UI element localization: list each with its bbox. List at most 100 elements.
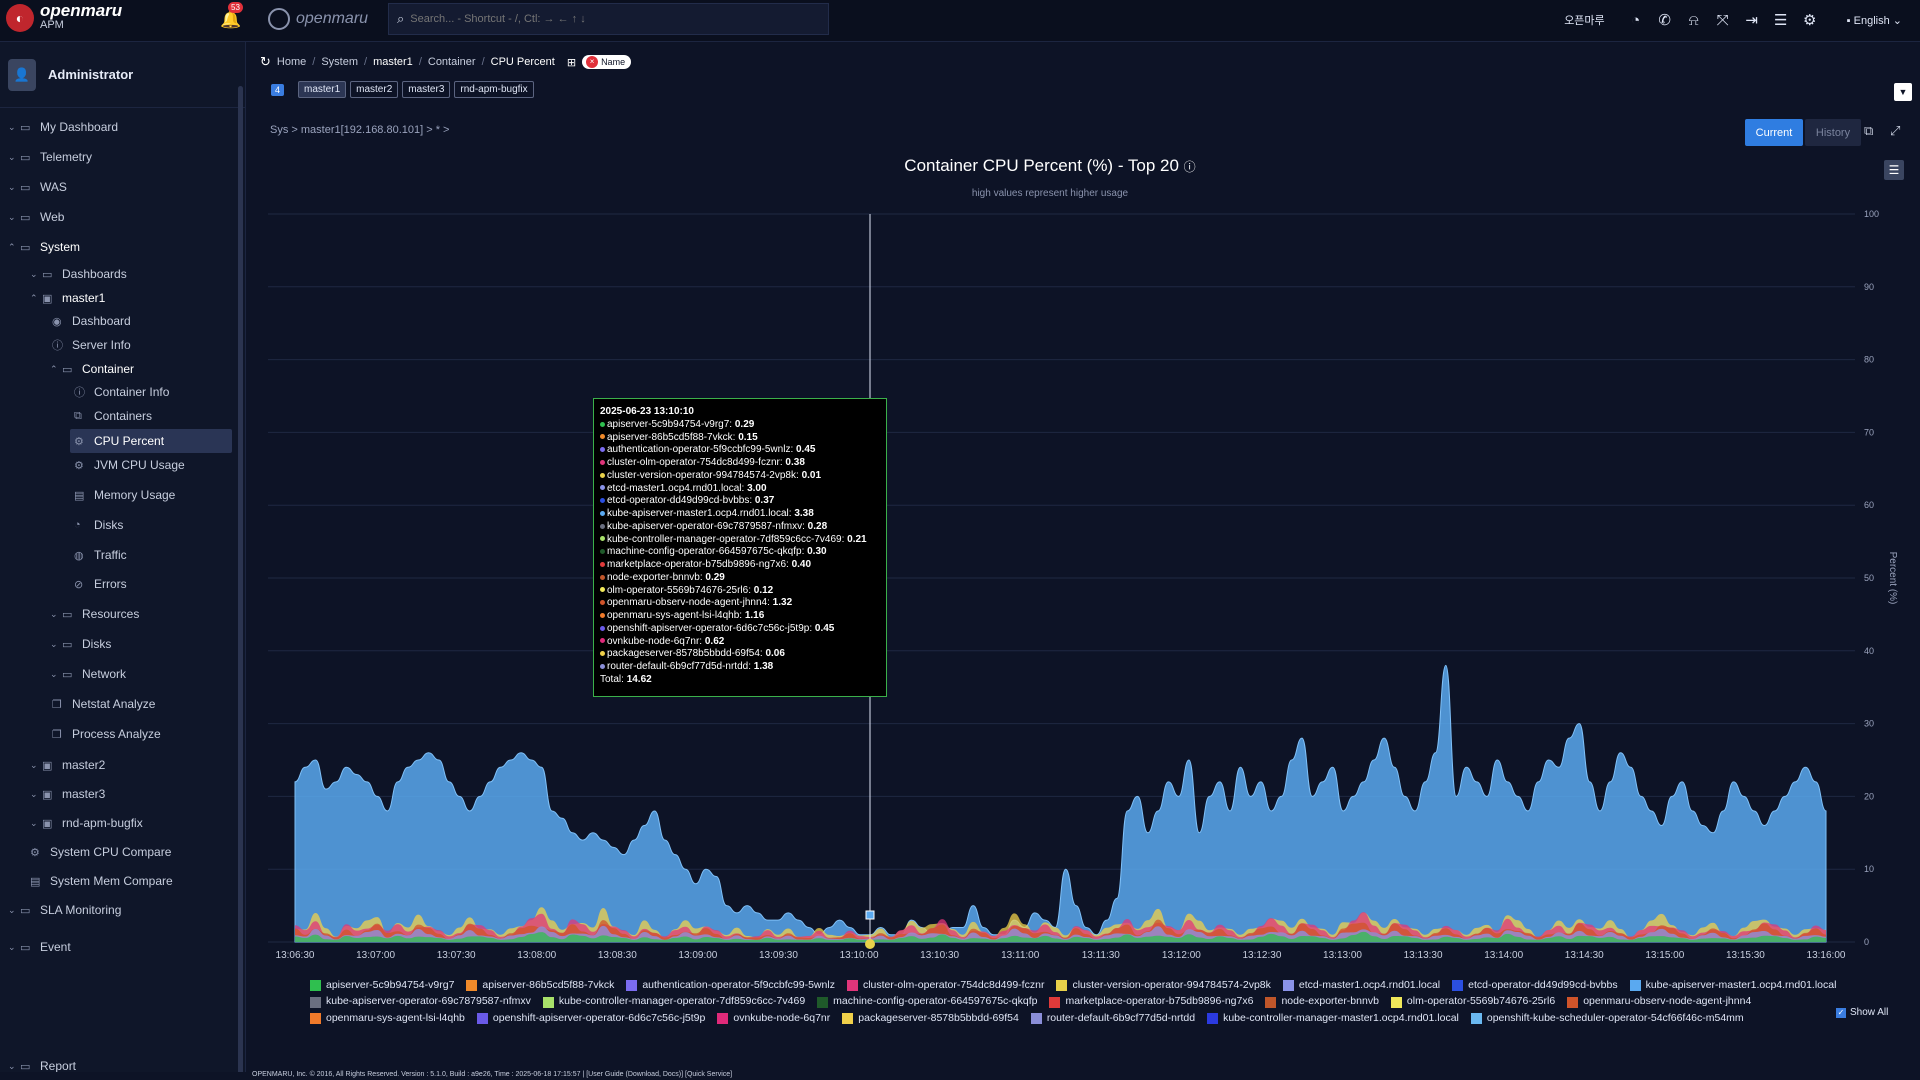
host-tab-master1[interactable]: master1 [298,81,347,98]
legend-item[interactable]: apiserver-5c9b94754-v9rg7 [310,978,454,994]
checkbox-checked-icon[interactable]: ✓ [1836,1007,1846,1018]
alarm-bell-icon[interactable]: ⍾ [1688,11,1699,29]
tooltip-total-value: 14.62 [626,673,652,685]
sidebar-item-traffic[interactable]: ◍ Traffic [74,543,127,567]
sidebar-item-cpu-percent[interactable]: ⚙ CPU Percent [70,429,232,453]
sidebar-item-container[interactable]: ⌃ ▭ Container [50,357,134,381]
grid-layout-icon[interactable]: ⊞ [566,56,577,69]
legend-swatch [1265,996,1277,1008]
legend-item[interactable]: openshift-apiserver-operator-6d6c7c56c-j… [476,1011,705,1027]
legend-item[interactable]: ovnkube-node-6q7nr [717,1011,830,1027]
sidebar-item-resources[interactable]: ⌄ ▭ Resources [50,602,139,626]
sidebar-item-network[interactable]: ⌄ ▭ Network [50,662,126,686]
sidebar-item-telemetry[interactable]: ⌄ ▭ Telemetry [8,145,92,169]
legend-item[interactable]: etcd-operator-dd49d99cd-bvbbs [1452,978,1618,994]
secondary-brand[interactable]: openmaru [268,8,368,30]
sidebar-item-server-info[interactable]: ⓘ Server Info [52,333,131,357]
sidebar-item-system[interactable]: ⌃ ▭ System [8,235,80,259]
search-input[interactable] [410,13,811,25]
legend-item[interactable]: kube-apiserver-operator-69c7879587-nfmxv [310,994,531,1010]
host-tab-master3[interactable]: master3 [402,81,451,98]
sidebar-item-my-dashboard[interactable]: ⌄ ▭ My Dashboard [8,115,118,139]
sidebar-item-web[interactable]: ⌄ ▭ Web [8,205,64,229]
legend-item[interactable]: kube-controller-manager-operator-7df859c… [542,994,805,1010]
folder-icon: ▭ [20,211,31,224]
sidebar-item-system-cpu-compare[interactable]: ⚙ System CPU Compare [30,840,171,864]
breadcrumb-home[interactable]: Home [276,56,307,68]
host-tab-rnd-apm-bugfix[interactable]: rnd-apm-bugfix [454,81,534,98]
breadcrumb-container[interactable]: Container [427,56,476,68]
y-tick-label: 60 [1864,500,1874,510]
sidebar-item-process-analyze[interactable]: ❐ Process Analyze [52,722,161,746]
user-profile[interactable]: 👤 Administrator [0,42,245,108]
sidebar-item-master2[interactable]: ⌄ ▣ master2 [30,753,105,777]
close-icon[interactable]: × [586,56,599,68]
fullscreen-icon[interactable]: ⤧ [1716,11,1729,29]
global-search[interactable]: ⌕ [388,3,829,35]
legend-item[interactable]: cluster-olm-operator-754dc8d499-fcznr [846,978,1044,994]
current-button[interactable]: Current [1745,119,1803,146]
legend-item[interactable]: etcd-master1.ocp4.rnd01.local [1282,978,1440,994]
logout-icon[interactable]: ⇥ [1745,12,1758,29]
legend-item[interactable]: machine-config-operator-664597675c-qkqfp [817,994,1037,1010]
legend-item[interactable]: openmaru-sys-agent-lsi-l4qhb [310,1011,465,1027]
chevron-down-icon: ⌄ [50,638,58,649]
sidebar-item-master1[interactable]: ⌃ ▣ master1 [30,286,105,310]
show-all-toggle[interactable]: ✓ Show All [1836,1007,1888,1018]
sidebar-item-containers[interactable]: ⧉ Containers [74,404,152,428]
sidebar-item-report[interactable]: ⌄ ▭ Report [8,1054,76,1072]
legend-item[interactable]: olm-operator-5569b74676-25rl6 [1390,994,1555,1010]
sidebar-item-system-mem-compare[interactable]: ▤ System Mem Compare [30,869,173,893]
breadcrumb-system[interactable]: System [321,56,358,68]
legend-item[interactable]: node-exporter-bnnvb [1265,994,1379,1010]
legend-item[interactable]: router-default-6b9cf77d5d-nrtdd [1030,1011,1195,1027]
refresh-icon[interactable]: ↻ [260,54,271,69]
tooltip-row-name: node-exporter-bnnvb: [607,571,706,583]
language-selector[interactable]: ▪ English ⌄ [1846,14,1902,27]
breadcrumb-master1[interactable]: master1 [373,56,413,68]
sidebar-item-memory-usage[interactable]: ▤ Memory Usage [74,483,175,507]
legend-item[interactable]: packageserver-8578b5bbdd-69f54 [842,1011,1019,1027]
host-tab-master2[interactable]: master2 [350,81,399,98]
sidebar-item-dashboards[interactable]: ⌄ ▭ Dashboards [30,262,127,286]
sidebar-item-jvm-cpu-usage[interactable]: ⚙ JVM CPU Usage [74,453,185,477]
name-filter-chip[interactable]: × Name [582,55,632,69]
legend-item[interactable]: authentication-operator-5f9ccbfc99-5wnlz [626,978,835,994]
collapse-dropdown-icon[interactable]: ▼ [1894,83,1912,101]
y-tick-label: 70 [1864,427,1874,437]
legend-item[interactable]: marketplace-operator-b75db9896-ng7x6 [1049,994,1253,1010]
sidebar-item-label: rnd-apm-bugfix [62,816,143,830]
sidebar-item-errors[interactable]: ⊘ Errors [74,572,127,596]
legend-item[interactable]: kube-controller-manager-master1.ocp4.rnd… [1207,1011,1459,1027]
sidebar-item-sla-monitoring[interactable]: ⌄ ▭ SLA Monitoring [8,898,121,922]
settings-gear-icon[interactable]: ⚙ [1802,12,1817,29]
sidebar-item-disks[interactable]: ◔ Disks [74,513,123,537]
sidebar-item-disks-group[interactable]: ⌄ ▭ Disks [50,632,111,656]
chart-menu-icon[interactable]: ☰ [1884,160,1904,180]
sidebar-item-rnd-apm-bugfix[interactable]: ⌄ ▣ rnd-apm-bugfix [30,811,143,835]
chat-icon[interactable]: ◔ [1631,11,1641,29]
legend-item[interactable]: openshift-kube-scheduler-operator-54cf66… [1470,1011,1744,1027]
help-icon[interactable]: ⓘ [1183,160,1196,174]
series-dot-icon [600,549,605,555]
history-button[interactable]: History [1805,119,1861,146]
notification-bell-icon[interactable]: 🔔 [220,10,242,29]
external-link-icon[interactable]: ⧉ [1864,123,1874,138]
korean-link[interactable]: 오픈마루 [1564,15,1605,27]
sidebar-item-netstat-analyze[interactable]: ❐ Netstat Analyze [52,692,155,716]
legend-item[interactable]: apiserver-86b5cd5f88-7vkck [466,978,614,994]
legend-item[interactable]: openmaru-observ-node-agent-jhnn4 [1567,994,1751,1010]
legend-item[interactable]: cluster-version-operator-994784574-2vp8k [1056,978,1271,994]
brand-circle-icon [268,8,290,30]
phone-icon[interactable]: ✆ [1658,12,1671,29]
legend-item[interactable]: kube-apiserver-master1.ocp4.rnd01.local [1629,978,1836,994]
sidebar-scrollbar[interactable] [238,86,243,1072]
sidebar-item-dashboard[interactable]: ◉ Dashboard [52,309,131,333]
list-menu-icon[interactable]: ☰ [1773,12,1788,29]
sidebar-item-was[interactable]: ⌄ ▭ WAS [8,175,67,199]
sidebar-item-container-info[interactable]: ⓘ Container Info [74,380,169,404]
sidebar-item-event[interactable]: ⌄ ▭ Event [8,935,71,959]
app-logo[interactable]: ◐ openmaru APM [6,2,122,32]
expand-icon[interactable]: ⤢ [1890,123,1901,138]
sidebar-item-master3[interactable]: ⌄ ▣ master3 [30,782,105,806]
